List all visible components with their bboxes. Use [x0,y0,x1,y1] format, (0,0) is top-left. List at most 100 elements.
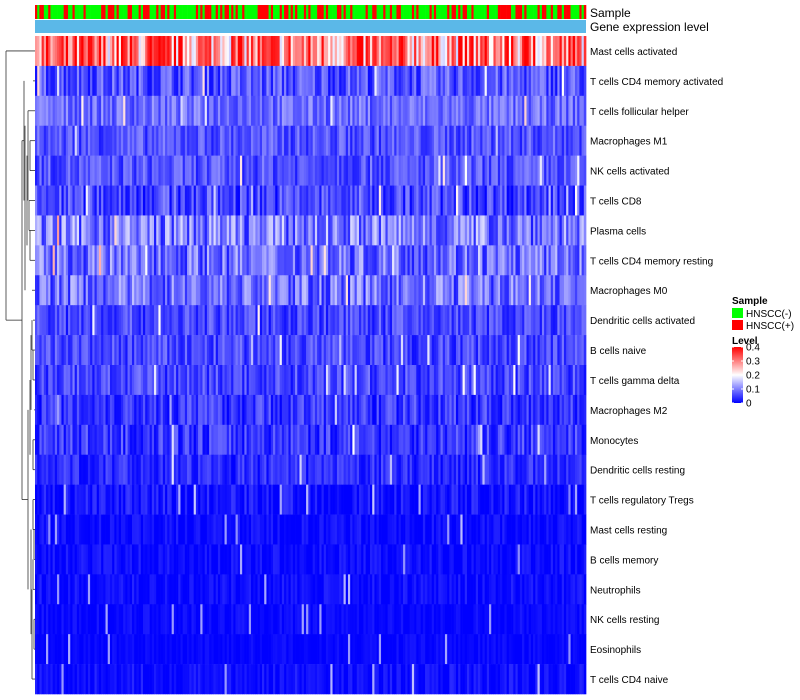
heatmap-cell [228,394,232,426]
heatmap-cell [381,484,384,515]
heatmap-cell [74,424,78,456]
heatmap-cell [244,36,247,67]
heatmap-cell [482,305,485,336]
heatmap-cell [114,65,117,97]
heatmap-cell [361,305,364,336]
heatmap-cell [418,275,422,306]
heatmap-cell [478,65,481,97]
sample-annotation-cell [120,5,124,19]
heatmap-cell [583,365,587,396]
heatmap-cell [59,365,62,396]
sample-annotation-cell [378,5,382,19]
heatmap-cell [425,95,428,127]
heatmap-cell [339,245,342,276]
sample-annotation-cell [301,5,305,19]
heatmap-cell [297,275,300,306]
heatmap-cell [464,275,468,306]
heatmap-cell [262,454,265,485]
heatmap-cell [154,215,157,246]
heatmap-cell [469,245,472,276]
heatmap-cell [321,215,325,246]
heatmap-cell [180,36,184,67]
heatmap-cell [74,305,78,336]
heatmap-cell [570,335,574,366]
heatmap-cell [583,544,587,575]
heatmap-cell [325,335,329,366]
heatmap-cell [563,544,567,575]
heatmap-cell [330,245,333,276]
heatmap-cell [361,65,364,97]
heatmap-cell [202,245,206,276]
heatmap-cell [74,125,78,156]
heatmap-cell [440,335,444,366]
heatmap-cell [222,424,225,456]
heatmap-cell [469,544,472,575]
heatmap-cell [288,454,292,485]
heatmap-cell [537,215,541,246]
heatmap-cell [376,454,380,485]
heatmap-cell [277,185,280,216]
heatmap-cell [566,365,569,396]
heatmap-cell [511,275,514,306]
heatmap-cell [522,335,525,366]
heatmap-cell [451,365,455,396]
heatmap-cell [550,335,554,366]
heatmap-cell [59,514,62,545]
heatmap-cell [323,125,327,156]
sample-annotation-cell [447,5,450,19]
sample-annotation-cell [475,5,479,19]
heatmap-cell [112,36,115,67]
heatmap-cell [583,335,587,366]
heatmap-cell [268,394,272,426]
heatmap-cell [303,544,307,575]
heatmap-cell [182,365,186,396]
heatmap-cell [396,65,400,97]
heatmap-cell [134,454,137,485]
heatmap-cell [478,275,481,306]
heatmap-cell [513,95,516,127]
sample-annotation-cell [528,5,532,19]
heatmap-cell [255,305,258,336]
heatmap-cell [442,484,446,515]
heatmap-cell [385,36,388,67]
heatmap-cell [317,275,320,306]
heatmap-cell [303,424,307,456]
sample-annotation-cell [579,5,582,19]
heatmap-cell [257,95,261,127]
heatmap-cell [54,95,58,127]
heatmap-cell [347,155,351,186]
heatmap-cell [76,155,80,186]
heatmap-cell [90,514,93,545]
heatmap-cell [301,275,305,306]
heatmap-cell [458,185,461,216]
heatmap-cell [68,215,71,246]
heatmap-cell [444,394,448,426]
heatmap-cell [330,215,333,246]
heatmap-cell [96,394,100,426]
heatmap-cell [61,125,64,156]
heatmap-cell [460,155,463,186]
heatmap-cell [552,36,556,67]
heatmap-cell [370,574,373,605]
heatmap-cell [389,335,393,366]
heatmap-cell [552,335,556,366]
heatmap-cell [339,514,342,545]
heatmap-cell [248,574,252,605]
sample-annotation-cell [444,5,448,19]
heatmap-cell [321,36,325,67]
heatmap-cell [418,36,422,67]
heatmap-cell [469,335,472,366]
heatmap-cell [105,215,109,246]
sample-annotation-cell [103,5,106,19]
heatmap-cell [539,424,543,456]
heatmap-cell [405,424,408,456]
heatmap-cell [515,424,519,456]
heatmap-cell [63,454,67,485]
heatmap-cell [143,335,146,366]
heatmap-cell [530,215,534,246]
heatmap-cell [341,394,344,426]
heatmap-cell [400,65,404,97]
heatmap-cell [295,335,298,366]
heatmap-cell [447,514,450,545]
heatmap-cell [43,514,47,545]
